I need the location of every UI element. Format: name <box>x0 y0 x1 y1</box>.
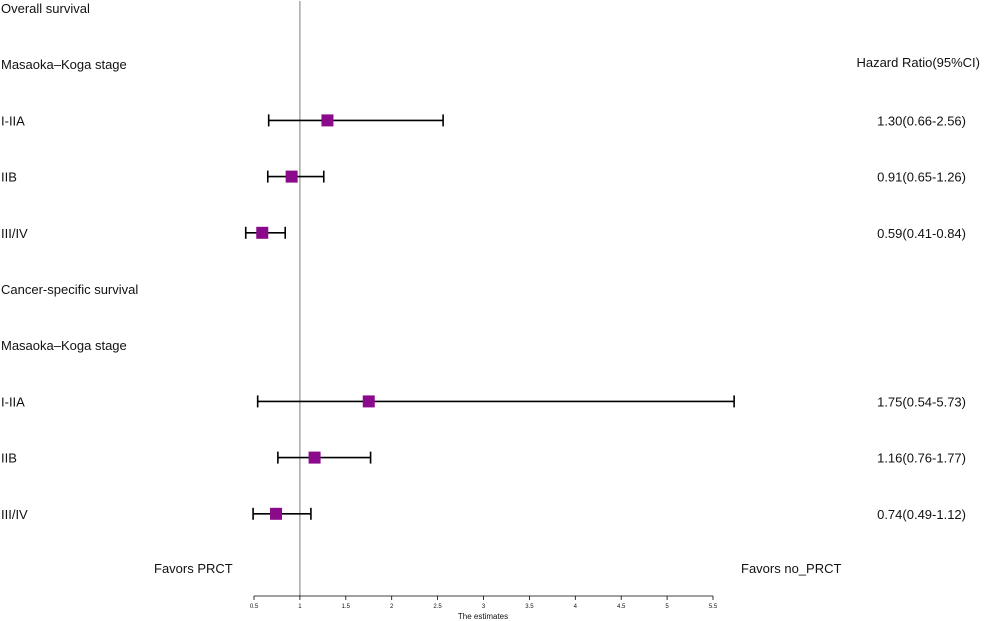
row-label: IIB <box>1 170 17 185</box>
hazard-ratio-marker <box>321 114 334 127</box>
hazard-ratio-marker <box>362 395 375 408</box>
row-header-label: Masaoka–Koga stage <box>1 338 127 353</box>
x-tick-label: 1 <box>298 604 302 610</box>
hazard-ratio-marker <box>256 226 269 239</box>
favors-right-label: Favors no_PRCT <box>741 561 841 576</box>
row-header-label: Masaoka–Koga stage <box>1 57 127 72</box>
hazard-ratio-value: 1.16(0.76-1.77) <box>877 451 966 466</box>
x-tick-label: 2 <box>390 604 394 610</box>
x-tick-label: 5 <box>665 604 669 610</box>
estimate-marks <box>244 114 735 520</box>
hazard-ratio-marker <box>285 170 298 183</box>
hazard-ratio-marker <box>308 451 321 464</box>
x-axis: 0.5 1 1.5 2 2.5 3 3.5 4 4.5 5 5.5 <box>250 595 718 610</box>
hazard-ratio-header: Hazard Ratio(95%CI) <box>856 55 980 70</box>
hazard-ratio-value: 0.74(0.49-1.12) <box>877 507 966 522</box>
x-tick-label: 5.5 <box>709 604 718 610</box>
x-tick-label: 1.5 <box>342 604 351 610</box>
x-tick-label: 2.5 <box>433 604 442 610</box>
x-axis-title: The estimates <box>458 612 508 621</box>
hazard-ratio-marker <box>270 507 283 520</box>
favors-left-label: Favors PRCT <box>154 561 233 576</box>
x-tick-label: 3 <box>482 604 486 610</box>
row-label: IIB <box>1 451 17 466</box>
row-header-label: Cancer-specific survival <box>1 282 138 297</box>
hazard-ratio-labels: Hazard Ratio(95%CI) 1.30(0.66-2.56) 0.91(… <box>856 55 980 522</box>
row-label: I-IIA <box>1 394 25 409</box>
x-tick-label: 4.5 <box>617 604 626 610</box>
x-tick-label: 0.5 <box>250 604 259 610</box>
x-tick-label: 4 <box>574 604 578 610</box>
hazard-ratio-value: 1.30(0.66-2.56) <box>877 113 966 128</box>
row-label: III/IV <box>1 507 28 522</box>
row-label: III/IV <box>1 226 28 241</box>
row-label: I-IIA <box>1 113 25 128</box>
row-labels: Overall survival Masaoka–Koga stage I-IIA I… <box>1 1 138 522</box>
hazard-ratio-value: 1.75(0.54-5.73) <box>877 394 966 409</box>
row-header-label: Overall survival <box>1 1 90 16</box>
hazard-ratio-value: 0.91(0.65-1.26) <box>877 170 966 185</box>
hazard-ratio-value: 0.59(0.41-0.84) <box>877 226 966 241</box>
x-tick-label: 3.5 <box>525 604 534 610</box>
